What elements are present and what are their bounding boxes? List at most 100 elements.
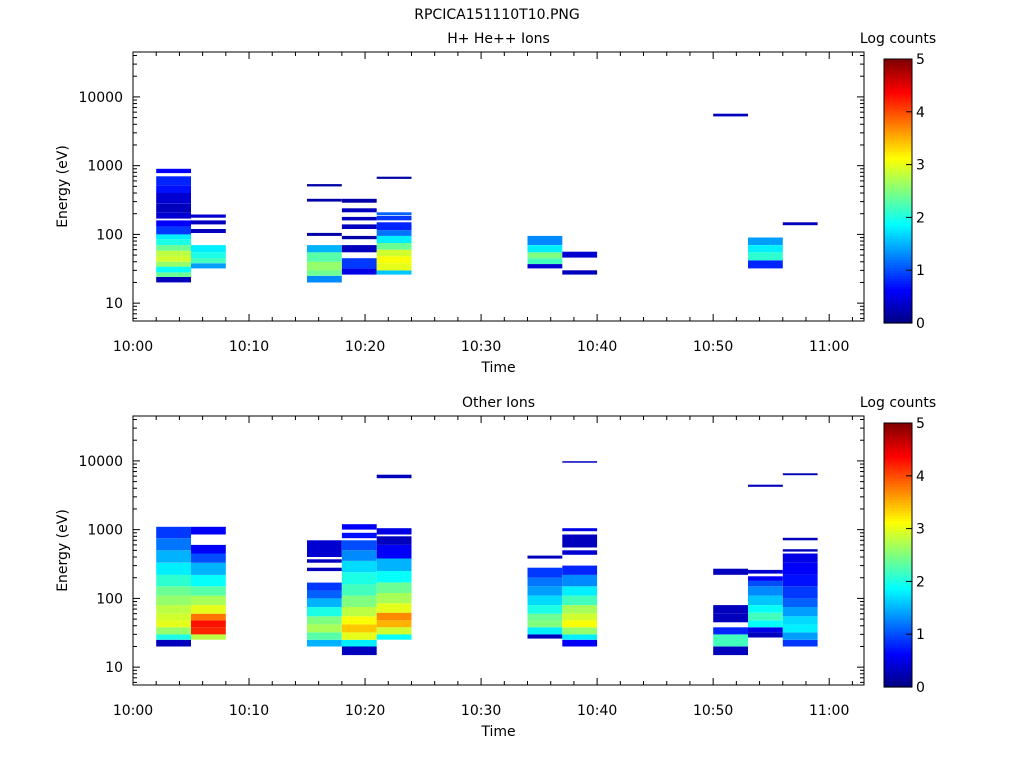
spectrogram-cell <box>156 203 191 213</box>
spectrogram-cell <box>341 524 377 530</box>
colorbar-step <box>884 296 912 300</box>
spectrogram-cell <box>562 595 598 606</box>
colorbar-step <box>884 584 912 588</box>
colorbar-step <box>884 605 912 609</box>
spectrogram-cell <box>307 198 342 202</box>
x-tick-label: 11:00 <box>809 703 849 719</box>
x-tick-label: 10:30 <box>461 703 501 719</box>
spectrogram-cell <box>376 634 412 640</box>
colorbar-step <box>884 573 912 577</box>
spectrogram-cell <box>156 256 191 262</box>
colorbar-step <box>884 201 912 205</box>
colorbar-step <box>884 132 912 137</box>
spectrogram-cell <box>376 528 412 535</box>
colorbar-step <box>884 169 912 174</box>
panel-title: H+ He++ Ions <box>447 31 550 47</box>
spectrogram-cell <box>782 553 818 563</box>
colorbar-step <box>884 301 912 306</box>
figure-title: RPCICA151110T10.PNG <box>414 7 579 23</box>
spectrogram-cell <box>376 263 412 271</box>
colorbar-step <box>884 225 912 229</box>
colorbar-step <box>884 80 912 84</box>
spectrogram-cell <box>782 632 818 640</box>
colorbar-step <box>884 489 912 493</box>
spectrogram-cell <box>156 634 191 640</box>
spectrogram-cell <box>191 620 226 628</box>
spectrogram-cell <box>156 595 191 606</box>
y-tick-label: 100 <box>96 227 123 243</box>
spectrogram-cell <box>341 208 377 213</box>
colorbar-step <box>884 597 912 601</box>
colorbar-step <box>884 531 912 535</box>
spectrogram-cell <box>156 185 191 193</box>
spectrogram-cell <box>748 586 783 596</box>
colorbar-tick-label: 2 <box>916 210 925 226</box>
colorbar-step <box>884 555 912 559</box>
colorbar-step <box>884 249 912 253</box>
colorbar-step <box>884 209 912 213</box>
colorbar-step <box>884 438 912 443</box>
spectrogram-cell <box>527 252 563 259</box>
colorbar-step <box>884 496 912 501</box>
spectrogram-cell <box>156 212 191 219</box>
colorbar-step <box>884 523 912 527</box>
spectrogram-cell <box>562 528 598 532</box>
colorbar-step <box>884 59 912 63</box>
colorbar-step <box>884 430 912 435</box>
spectrogram-cell <box>191 595 226 606</box>
colorbar-step <box>884 280 912 284</box>
colorbar-step <box>884 103 912 108</box>
spectrogram-cell <box>376 212 412 216</box>
colorbar-step <box>884 193 912 197</box>
spectrogram-cell <box>527 605 563 614</box>
spectrogram-cell <box>748 627 783 633</box>
spectrogram-cell <box>782 473 818 476</box>
spectrogram-cell <box>562 627 598 635</box>
colorbar-step <box>884 320 912 324</box>
colorbar: 0 1 2 3 4 5 Log counts <box>860 395 936 696</box>
spectrogram-cell <box>341 607 377 617</box>
colorbar-step <box>884 167 912 171</box>
colorbar-step <box>884 478 912 482</box>
spectrogram-cell <box>191 574 226 587</box>
colorbar-step <box>884 446 912 450</box>
colorbar-step <box>884 146 912 150</box>
spectrogram-cell <box>376 256 412 264</box>
colorbar-step <box>884 264 912 269</box>
colorbar-step <box>884 127 912 131</box>
panel-title: Other Ions <box>462 395 535 411</box>
spectrogram-cell <box>527 595 563 606</box>
colorbar-step <box>884 161 912 166</box>
spectrogram-cell <box>341 624 377 633</box>
spectrogram-cell <box>782 616 818 625</box>
colorbar-step <box>884 159 912 163</box>
colorbar-step <box>884 291 912 295</box>
spectrogram-cell <box>307 261 342 271</box>
colorbar-step <box>884 657 912 662</box>
spectrogram-cell <box>156 574 191 587</box>
colorbar-step <box>884 610 912 614</box>
spectrogram-cell <box>376 270 412 275</box>
spectrogram-cell <box>562 620 598 628</box>
colorbar-tick-label: 0 <box>916 316 925 332</box>
spectrogram-cell <box>562 613 598 621</box>
colorbar-step <box>884 188 912 192</box>
spectrogram-cell <box>156 613 191 621</box>
colorbar-step <box>884 599 912 604</box>
x-tick-label: 10:20 <box>345 339 385 355</box>
colorbar-step <box>884 684 912 688</box>
colorbar-step <box>884 230 912 234</box>
spectrogram-cell <box>562 270 598 275</box>
colorbar-step <box>884 679 912 683</box>
spectrogram-cell <box>782 586 818 599</box>
colorbar-step <box>884 615 912 619</box>
spectrogram-cell <box>713 568 748 575</box>
spectrogram-cell <box>156 234 191 240</box>
colorbar-step <box>884 594 912 598</box>
spectrogram-cell <box>713 634 748 647</box>
x-tick-label: 10:50 <box>693 703 733 719</box>
colorbar-step <box>884 512 912 516</box>
colorbar-step <box>884 135 912 139</box>
colorbar-step <box>884 441 912 445</box>
spectrogram-cell <box>527 235 563 245</box>
